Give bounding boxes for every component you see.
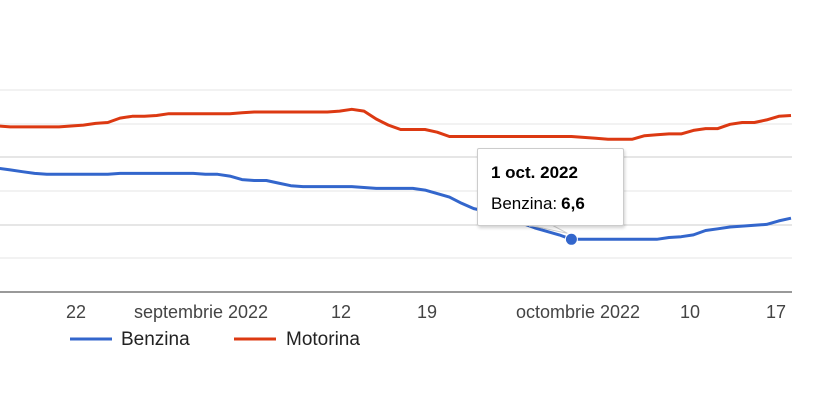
- x-tick-label: octombrie 2022: [516, 302, 640, 322]
- tooltip-series-label: Benzina:: [491, 194, 558, 213]
- x-tick-label: 10: [680, 302, 700, 322]
- legend-label-motorina[interactable]: Motorina: [286, 329, 360, 350]
- gridlines: [0, 89, 792, 259]
- series-lines: [0, 107, 792, 241]
- x-tick-label: septembrie 2022: [134, 302, 268, 322]
- x-tick-label: 17: [766, 302, 786, 322]
- tooltip-row: Benzina: 6,6: [491, 193, 623, 215]
- highlighted-data-point[interactable]: [564, 232, 578, 246]
- series-line-benzina[interactable]: [0, 166, 792, 241]
- x-tick-label: 22: [66, 302, 86, 322]
- tooltip-date: 1 oct. 2022: [491, 163, 578, 182]
- series-line-motorina[interactable]: [0, 107, 792, 141]
- x-tick-label: 19: [417, 302, 437, 322]
- x-tick-label: 12: [331, 302, 351, 322]
- legend[interactable]: Benzina Motorina: [70, 329, 360, 350]
- tooltip-value: 6,6: [561, 194, 585, 213]
- x-tick-labels: 22 septembrie 2022 12 19 octombrie 2022 10 17: [66, 302, 786, 322]
- legend-label-benzina[interactable]: Benzina: [121, 329, 190, 350]
- tooltip: 1 oct. 2022 Benzina: 6,6: [477, 148, 624, 226]
